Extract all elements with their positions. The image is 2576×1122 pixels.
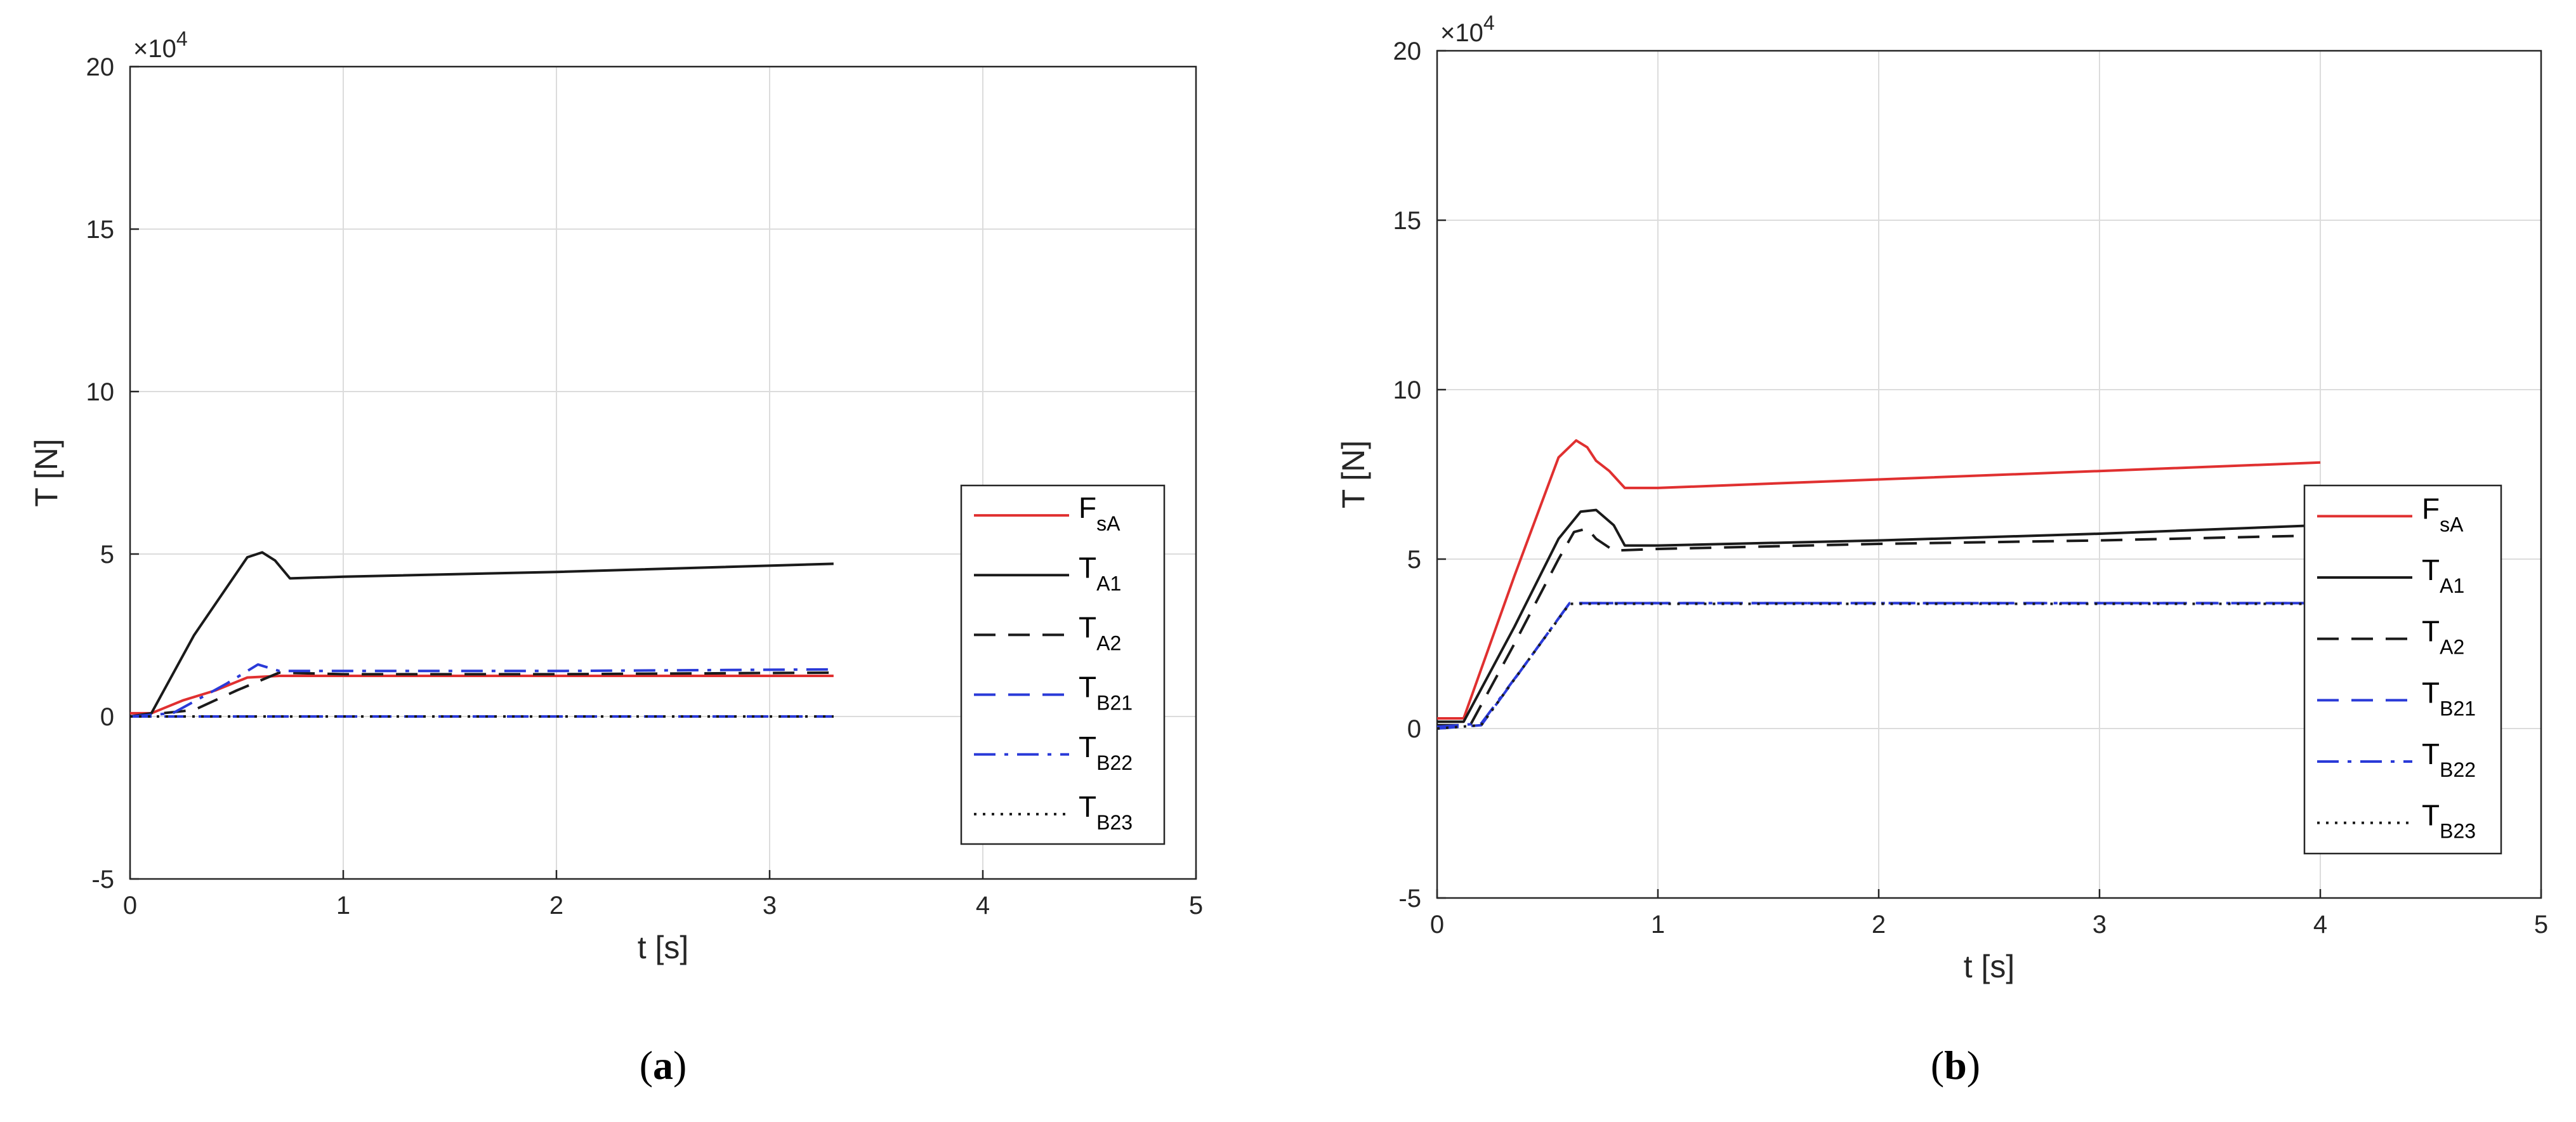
legend-entry-subscript: B23 (2440, 820, 2476, 843)
legend-entry-subscript: B21 (2440, 697, 2476, 720)
x-tick-label: 2 (1872, 911, 1886, 939)
panel-label: (a) (640, 1043, 687, 1088)
legend-entry-subscript: B21 (1096, 692, 1133, 715)
y-tick-label: 5 (1407, 546, 1421, 574)
axis-multiplier: ×104 (133, 27, 188, 63)
legend-entry: TA1 (2422, 553, 2464, 597)
legend-entry: FsA (1079, 491, 1120, 535)
legend-entry-subscript: A2 (2440, 636, 2464, 659)
axis-multiplier: ×104 (1440, 11, 1495, 47)
series-line-t-a1 (129, 551, 834, 718)
axes-box (129, 65, 1197, 880)
legend-entry-subscript: B22 (1096, 751, 1133, 774)
legend-entry: TB23 (2422, 799, 2476, 843)
legend-entry-name: T (2422, 737, 2440, 770)
x-tick-label: 4 (2313, 911, 2327, 939)
panel-label-open-paren: ( (640, 1043, 653, 1088)
y-tick-label: -5 (91, 866, 114, 894)
y-tick-label: -5 (1398, 885, 1421, 913)
legend-entry-name: T (1079, 671, 1096, 704)
y-tick-label: 20 (1393, 37, 1422, 65)
series-line-t-b21 (1436, 602, 2310, 730)
series-line-t-a2 (129, 671, 834, 718)
legend-entry-name: T (1079, 551, 1096, 584)
series-line-f-sa (1437, 439, 2321, 720)
legend-entry-subscript: A1 (1096, 572, 1121, 595)
x-tick-label: 3 (2093, 911, 2106, 939)
x-tick-label: 1 (1651, 911, 1665, 939)
legend-entry: TA2 (2422, 615, 2464, 659)
series-line-t-a2 (1437, 527, 2321, 727)
panel-label: (b) (1931, 1043, 1980, 1088)
panel-label-close-paren: ) (673, 1043, 687, 1088)
x-axis-label: t [s] (1964, 949, 2015, 984)
legend-entry-name: T (1079, 790, 1096, 823)
y-tick-label: 20 (86, 53, 115, 81)
x-tick-label: 2 (549, 892, 563, 920)
y-tick-label: 5 (100, 541, 114, 569)
y-tick-label: 0 (1407, 715, 1421, 743)
legend-entry-subscript: sA (1096, 512, 1120, 535)
x-tick-label: 5 (2534, 911, 2548, 939)
multiplier-base: ×10 (1440, 19, 1483, 47)
series-line-t-a1 (1437, 508, 2321, 723)
legend-box (960, 484, 1166, 845)
legend-entry: TB21 (1079, 671, 1133, 715)
legend-entry-name: T (2422, 799, 2440, 832)
series-line-t-b22 (1436, 602, 2310, 729)
legend-entry-subscript: B22 (2440, 758, 2476, 781)
axes-box (1436, 50, 2542, 899)
y-tick-label: 0 (100, 703, 114, 731)
legend-entry-subscript: A2 (1096, 631, 1121, 654)
x-tick-label: 4 (976, 892, 990, 920)
legend-entry-name: T (2422, 676, 2440, 709)
legend-entry: TB21 (2422, 676, 2476, 720)
multiplier-exponent: 4 (176, 27, 188, 50)
legend-entry-name: T (1079, 730, 1096, 763)
x-tick-label: 1 (336, 892, 350, 920)
y-tick-label: 15 (86, 216, 115, 244)
legend-entry: FsA (2422, 492, 2464, 536)
legend-entry: TB22 (1079, 730, 1133, 774)
panel-label-open-paren: ( (1931, 1043, 1944, 1088)
x-tick-label: 0 (123, 892, 137, 920)
legend-entry-subscript: A1 (2440, 574, 2464, 597)
x-tick-label: 5 (1189, 892, 1203, 920)
y-axis-label: T [N] (1336, 440, 1371, 508)
legend-entry-name: T (2422, 553, 2440, 586)
legend-entry-subscript: sA (2440, 513, 2464, 536)
legend-box (2303, 484, 2502, 855)
series-line-t-b23 (1436, 602, 2310, 730)
y-tick-label: 10 (86, 378, 115, 406)
x-axis-label: t [s] (638, 930, 689, 965)
panel-label-letter: a (653, 1043, 673, 1088)
legend-entry-subscript: B23 (1096, 811, 1133, 834)
y-axis-label: T [N] (29, 439, 64, 506)
legend-entry: TB22 (2422, 737, 2476, 781)
panel-label-close-paren: ) (1967, 1043, 1980, 1088)
multiplier-exponent: 4 (1483, 11, 1495, 34)
legend-entry-name: T (2422, 615, 2440, 648)
legend-entry: TA1 (1079, 551, 1121, 595)
series-line-t-b22 (129, 663, 834, 718)
x-tick-label: 3 (763, 892, 777, 920)
series-line-f-sa (130, 675, 834, 715)
legend-entry: TA2 (1079, 610, 1121, 654)
y-tick-label: 10 (1393, 376, 1422, 404)
multiplier-base: ×10 (133, 35, 176, 63)
legend-entry: TB23 (1079, 790, 1133, 834)
panel-label-letter: b (1944, 1043, 1967, 1088)
x-tick-label: 0 (1430, 911, 1444, 939)
legend-entry-name: F (2422, 492, 2440, 525)
legend-entry-name: T (1079, 610, 1096, 644)
y-tick-label: 15 (1393, 207, 1422, 235)
legend-entry-name: F (1079, 491, 1096, 524)
